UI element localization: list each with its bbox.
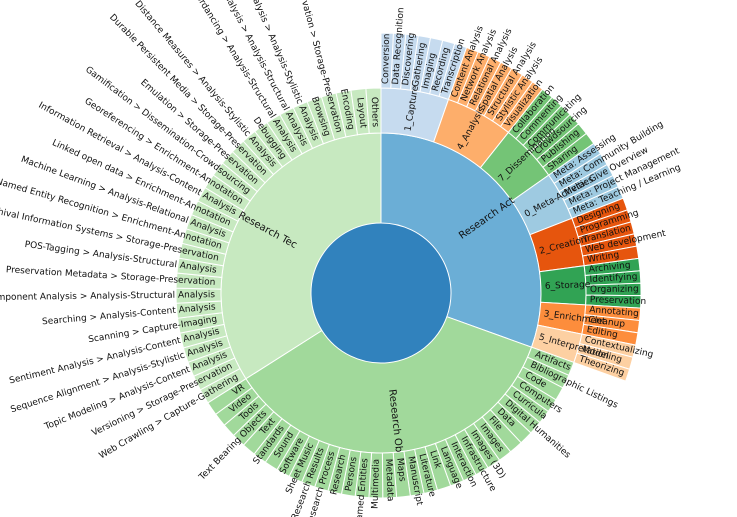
leaf-label-maps: Maps xyxy=(394,457,407,482)
leaf-others[interactable] xyxy=(365,87,382,134)
leaf-label-annotating: Annotating xyxy=(589,305,639,319)
leaf-label-named-entities: Named Entities xyxy=(354,458,370,517)
ring2-label-6-storage: 6_Storage xyxy=(545,280,591,292)
leaf-label-identifying: Identifying xyxy=(589,272,637,285)
leaf-label-metadata: Metadata xyxy=(383,459,395,502)
sunburst-root[interactable] xyxy=(311,223,451,363)
leaf-label-preservation: Preservation xyxy=(590,295,647,307)
leaf-label-writing: Writing xyxy=(587,250,620,265)
leaf-label-cleanup: Cleanup xyxy=(588,315,626,330)
leaf-label-layout: Layout xyxy=(354,97,367,129)
leaf-label-conversion: Conversion xyxy=(381,33,392,84)
leaf-label-archiving: Archiving xyxy=(588,261,631,276)
sunburst-arcs xyxy=(175,32,642,499)
leaf-label-multimedia: Multimedia xyxy=(371,459,382,509)
leaf-label-organizing: Organizing xyxy=(590,284,639,295)
leaf-label-principal-component-analysis-analysis-structural-analysis: Principal Component Analysis > Analysis-… xyxy=(0,290,215,304)
leaf-label-others: Others xyxy=(369,97,380,128)
